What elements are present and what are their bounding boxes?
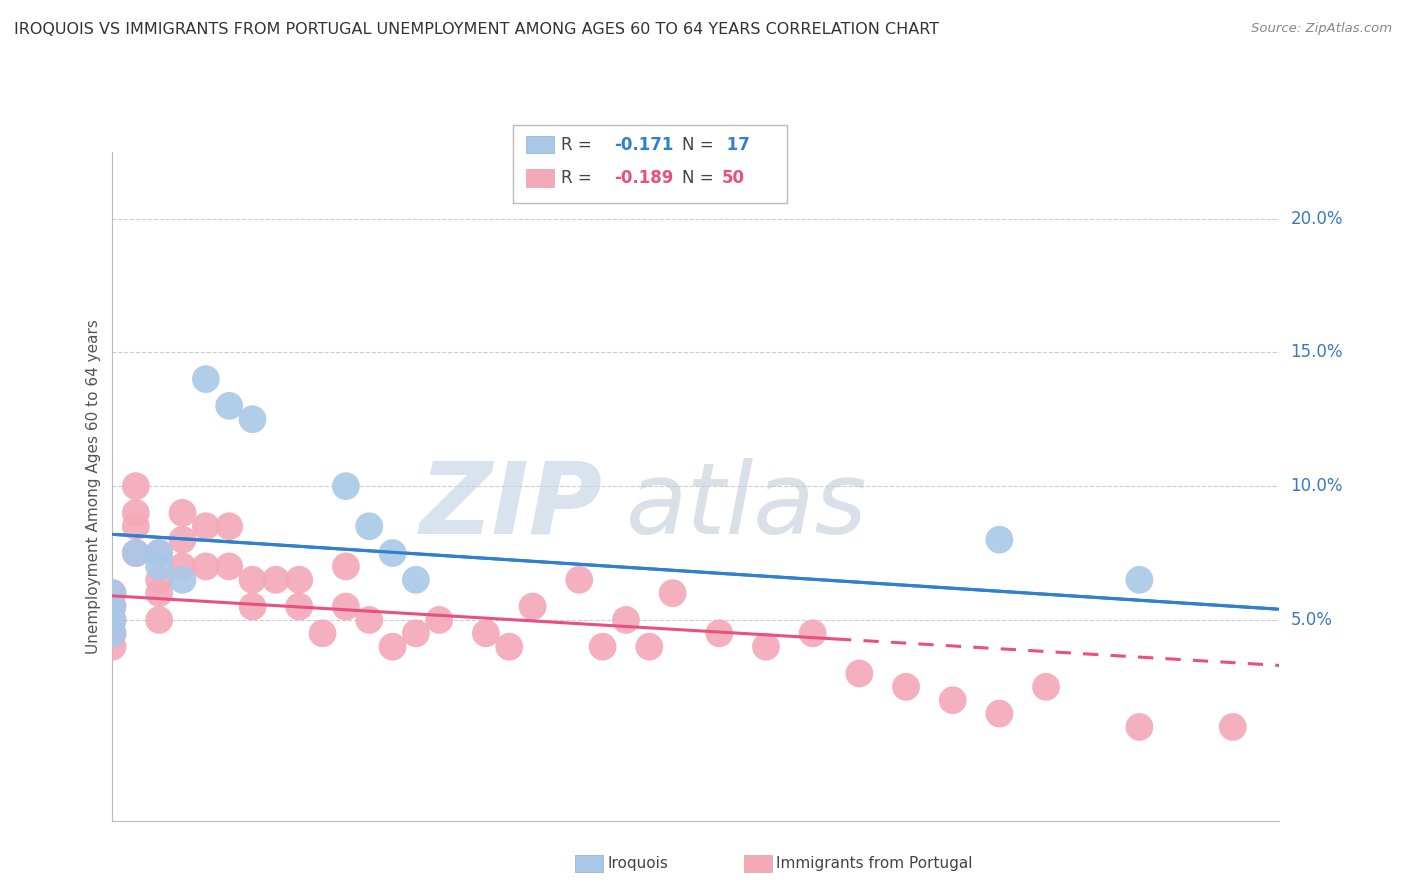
Point (755, 640, 778, 654)
Point (988, 533, 1011, 547)
Point (218, 559, 240, 574)
Point (335, 479, 357, 493)
Point (592, 640, 614, 654)
Point (101, 586, 124, 600)
Point (661, 586, 683, 600)
Point (405, 573, 427, 587)
Point (242, 599, 264, 614)
Point (335, 559, 357, 574)
Y-axis label: Unemployment Among Ages 60 to 64 years: Unemployment Among Ages 60 to 64 years (86, 318, 101, 654)
Text: 15.0%: 15.0% (1291, 343, 1343, 361)
Point (988, 706, 1011, 721)
Point (522, 599, 544, 614)
Point (172, 533, 194, 547)
Point (638, 640, 661, 654)
Point (101, 613, 124, 627)
Point (1128, 720, 1150, 734)
Point (359, 613, 381, 627)
Point (1128, 573, 1150, 587)
Text: atlas: atlas (626, 458, 868, 555)
Point (148, 613, 170, 627)
Point (381, 546, 404, 560)
Point (194, 519, 217, 533)
Point (709, 626, 731, 640)
Point (148, 586, 170, 600)
Text: Source: ZipAtlas.com: Source: ZipAtlas.com (1251, 22, 1392, 36)
Point (218, 399, 240, 413)
Point (125, 506, 148, 520)
Point (101, 640, 124, 654)
Text: R =: R = (561, 169, 592, 187)
Point (848, 666, 870, 681)
Point (125, 546, 148, 560)
Point (427, 613, 450, 627)
Point (172, 559, 194, 574)
Point (288, 599, 311, 614)
Point (359, 519, 381, 533)
Text: N =: N = (682, 136, 713, 153)
Point (1222, 720, 1244, 734)
Point (1035, 680, 1057, 694)
Text: -0.171: -0.171 (614, 136, 673, 153)
Point (568, 573, 591, 587)
Point (148, 573, 170, 587)
Text: 50: 50 (721, 169, 744, 187)
Text: 5.0%: 5.0% (1291, 611, 1333, 629)
Text: -0.189: -0.189 (614, 169, 673, 187)
Text: Iroquois: Iroquois (607, 856, 668, 871)
Point (101, 586, 124, 600)
Point (801, 626, 824, 640)
Text: ZIP: ZIP (419, 458, 603, 555)
Point (264, 573, 287, 587)
Point (148, 546, 170, 560)
Point (101, 626, 124, 640)
Point (942, 693, 965, 707)
Text: 20.0%: 20.0% (1291, 210, 1343, 227)
Point (194, 372, 217, 386)
Point (172, 573, 194, 587)
Point (148, 546, 170, 560)
Text: Immigrants from Portugal: Immigrants from Portugal (776, 856, 973, 871)
Point (288, 573, 311, 587)
Point (335, 599, 357, 614)
Point (311, 626, 333, 640)
Text: 10.0%: 10.0% (1291, 477, 1343, 495)
Point (405, 626, 427, 640)
Point (101, 599, 124, 614)
Text: 17: 17 (721, 136, 751, 153)
Point (125, 546, 148, 560)
Point (381, 640, 404, 654)
Point (498, 640, 520, 654)
Point (614, 613, 637, 627)
Point (194, 559, 217, 574)
Point (125, 479, 148, 493)
Point (101, 613, 124, 627)
Text: R =: R = (561, 136, 592, 153)
Point (894, 680, 917, 694)
Point (242, 573, 264, 587)
Point (242, 412, 264, 426)
Point (218, 519, 240, 533)
Point (148, 559, 170, 574)
Point (475, 626, 498, 640)
Text: IROQUOIS VS IMMIGRANTS FROM PORTUGAL UNEMPLOYMENT AMONG AGES 60 TO 64 YEARS CORR: IROQUOIS VS IMMIGRANTS FROM PORTUGAL UNE… (14, 22, 939, 37)
Text: N =: N = (682, 169, 713, 187)
Point (172, 506, 194, 520)
Point (101, 599, 124, 614)
Point (125, 519, 148, 533)
Point (101, 626, 124, 640)
